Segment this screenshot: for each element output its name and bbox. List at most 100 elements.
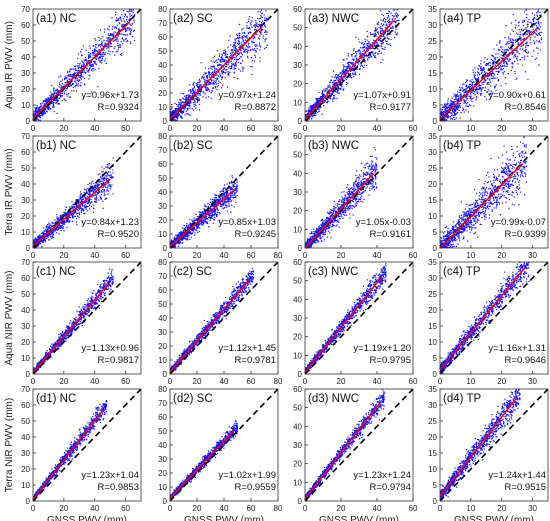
data-point <box>530 42 532 44</box>
data-point <box>386 23 388 25</box>
data-point <box>446 102 448 104</box>
data-point <box>366 47 368 49</box>
data-point <box>66 214 68 216</box>
data-point <box>482 81 484 83</box>
data-point <box>97 51 99 53</box>
data-point <box>114 40 116 42</box>
data-point <box>110 34 112 36</box>
data-point <box>57 97 59 99</box>
data-point <box>513 56 515 58</box>
data-point <box>249 23 252 25</box>
data-point <box>238 53 240 55</box>
data-point <box>530 30 532 33</box>
data-point <box>488 73 491 75</box>
data-point <box>538 64 540 66</box>
data-point <box>98 53 100 55</box>
data-point <box>179 106 182 108</box>
data-point <box>480 84 482 87</box>
data-point <box>329 96 332 98</box>
data-point <box>361 56 364 58</box>
data-point <box>103 168 105 170</box>
data-point <box>129 27 131 30</box>
data-point <box>55 99 57 101</box>
data-point <box>518 53 520 55</box>
data-point <box>107 38 109 40</box>
data-point <box>316 109 318 111</box>
data-point <box>89 198 91 200</box>
data-point <box>473 81 475 83</box>
data-point <box>339 80 342 83</box>
data-point <box>508 36 510 38</box>
data-point <box>263 14 265 16</box>
data-point <box>174 108 177 110</box>
data-point <box>535 30 538 32</box>
data-point <box>499 66 501 68</box>
data-point <box>54 92 56 94</box>
data-point <box>308 109 310 111</box>
data-point <box>327 86 329 88</box>
data-point <box>194 91 196 93</box>
data-point <box>61 224 64 226</box>
data-point <box>249 28 251 30</box>
data-point <box>342 78 344 80</box>
data-point <box>102 36 104 38</box>
data-point <box>212 57 214 59</box>
data-point <box>318 100 320 103</box>
data-point <box>99 29 102 31</box>
data-point <box>99 52 101 54</box>
data-point <box>41 109 43 111</box>
data-point <box>74 65 77 67</box>
data-point <box>317 102 319 104</box>
data-point <box>128 29 130 31</box>
data-point <box>174 111 176 114</box>
data-point <box>498 48 500 50</box>
data-point <box>537 23 539 25</box>
data-point <box>229 52 232 54</box>
data-point <box>348 64 350 66</box>
data-point <box>501 69 503 71</box>
data-point <box>523 11 525 13</box>
data-point <box>98 49 100 51</box>
data-point <box>80 66 83 68</box>
data-point <box>114 14 117 16</box>
data-point <box>518 28 520 31</box>
data-point <box>183 111 185 114</box>
data-point <box>121 38 124 40</box>
data-point <box>234 38 236 40</box>
data-point <box>397 13 399 15</box>
data-point <box>336 97 338 100</box>
data-point <box>443 113 445 115</box>
data-point <box>222 52 225 54</box>
data-point <box>132 9 134 11</box>
data-point <box>112 176 114 179</box>
data-point <box>250 21 252 23</box>
y-tick-label: 0 <box>26 117 31 126</box>
data-point <box>49 99 51 101</box>
data-point <box>241 35 243 38</box>
data-point <box>39 106 41 108</box>
data-point <box>481 77 483 79</box>
data-point <box>366 58 369 60</box>
data-point <box>336 86 338 88</box>
data-point <box>214 69 216 71</box>
data-point <box>43 113 45 115</box>
data-point <box>225 51 227 53</box>
data-point <box>49 107 51 110</box>
data-point <box>535 33 537 35</box>
data-point <box>57 100 59 102</box>
data-point <box>95 194 97 196</box>
data-point <box>503 71 506 73</box>
data-point <box>251 41 253 43</box>
data-point <box>243 51 245 53</box>
data-point <box>485 98 488 101</box>
data-point <box>488 62 490 64</box>
data-point <box>47 223 49 226</box>
data-point <box>446 106 448 109</box>
data-point <box>532 26 534 28</box>
data-point <box>51 229 53 232</box>
data-point <box>102 49 104 51</box>
data-point <box>33 117 36 119</box>
data-point <box>451 114 453 117</box>
data-point <box>389 29 391 31</box>
data-point <box>322 89 324 92</box>
